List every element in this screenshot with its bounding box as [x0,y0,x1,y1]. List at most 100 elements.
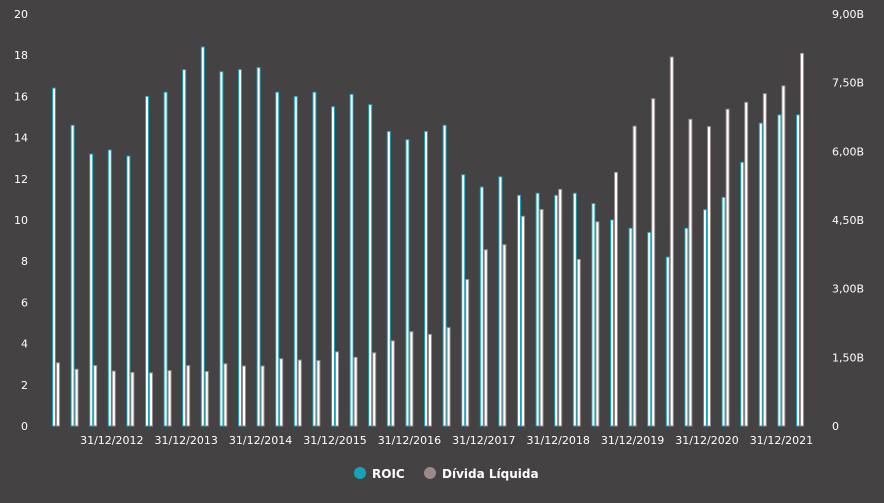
bar-roic[interactable] [107,149,112,427]
bar-divida-liquida[interactable] [167,370,172,427]
legend-item-divida-liquida[interactable]: Dívida Líquida [424,467,539,481]
bar-roic[interactable] [163,91,168,427]
bar-divida-liquida[interactable] [614,171,618,427]
bar-roic[interactable] [684,227,689,427]
bar-divida-liquida[interactable] [186,365,191,427]
bar-divida-liquida[interactable] [111,370,116,427]
bar-roic[interactable] [796,114,800,427]
bar-divida-liquida[interactable] [521,215,525,427]
bar-roic[interactable] [647,231,652,427]
bar-divida-liquida[interactable] [781,85,786,427]
bar-divida-liquida[interactable] [725,108,730,427]
bar-roic[interactable] [442,124,447,427]
x-axis: 31/12/2012 31/12/2013 31/12/2014 31/12/2015… [80,434,813,447]
bar-roic[interactable] [703,209,707,427]
legend-item-roic[interactable]: ROIC [354,467,405,481]
bar-roic[interactable] [572,192,577,427]
bar-roic[interactable] [89,153,94,427]
bar-roic[interactable] [758,122,763,427]
bar-roic[interactable] [479,186,484,427]
bar-divida-liquida[interactable] [390,340,395,427]
bar-roic[interactable] [126,155,131,427]
bar-divida-liquida[interactable] [242,365,246,427]
bar-roic[interactable] [275,91,280,427]
bar-roic[interactable] [312,91,317,427]
bar-roic[interactable] [740,161,745,427]
bar-roic[interactable] [405,139,410,427]
bar-roic[interactable] [591,203,596,427]
bar-roic[interactable] [219,71,224,427]
bar-roic[interactable] [517,194,521,427]
legend-marker-divida-liquida [424,467,436,479]
bar-divida-liquida[interactable] [632,125,637,427]
bar-divida-liquida[interactable] [651,98,656,427]
bar-divida-liquida[interactable] [204,371,209,427]
bar-divida-liquida[interactable] [483,249,488,427]
bar-divida-liquida[interactable] [539,208,544,427]
right-tick-label: 9,00B [832,8,864,21]
bar-roic[interactable] [293,95,298,427]
bar-divida-liquida[interactable] [762,93,767,427]
x-tick-label: 31/12/2018 [526,434,589,447]
bar-divida-liquida[interactable] [372,352,377,427]
bar-divida-liquida[interactable] [409,331,414,427]
bar-roic[interactable] [331,106,335,427]
bar-roic[interactable] [721,196,726,427]
bar-roic[interactable] [368,104,373,427]
bar-divida-liquida[interactable] [707,126,711,427]
x-tick-label: 31/12/2014 [229,434,292,447]
bar-roic[interactable] [498,176,503,427]
bar-divida-liquida[interactable] [335,351,339,427]
bar-divida-liquida[interactable] [223,363,228,427]
bar-roic[interactable] [628,227,633,427]
bar-roic[interactable] [70,124,75,427]
bar-divida-liquida[interactable] [316,360,321,427]
bar-roic[interactable] [554,194,559,427]
bar-roic[interactable] [777,114,782,427]
bar-roic[interactable] [424,130,428,427]
bar-divida-liquida[interactable] [279,358,284,427]
bar-divida-liquida[interactable] [744,101,749,427]
bar-roic[interactable] [349,93,354,427]
bar-roic[interactable] [461,174,466,427]
bar-divida-liquida[interactable] [669,56,674,427]
bar-roic[interactable] [145,95,149,427]
legend[interactable]: ROIC Dívida Líquida [354,467,539,481]
bar-roic[interactable] [535,192,540,427]
right-tick-label: 0 [832,420,839,433]
bar-divida-liquida[interactable] [130,371,135,427]
bar-roic[interactable] [182,69,187,427]
bar-divida-liquida[interactable] [56,362,60,427]
bar-roic[interactable] [238,69,242,427]
left-tick-label: 14 [14,132,28,145]
bar-roic[interactable] [665,256,670,427]
x-tick-label: 31/12/2012 [80,434,143,447]
left-tick-label: 6 [21,296,28,309]
bar-divida-liquida[interactable] [74,368,79,427]
right-y-axis: 0 1,50B 3,00B 4,50B 6,00B 7,50B 9,00B [832,8,864,433]
bars-layer [52,46,804,427]
bar-roic[interactable] [200,46,205,427]
bar-divida-liquida[interactable] [428,333,432,427]
bar-divida-liquida[interactable] [465,279,470,427]
bar-divida-liquida[interactable] [576,258,581,427]
bar-divida-liquida[interactable] [149,372,153,427]
bar-roic[interactable] [52,87,56,427]
bar-divida-liquida[interactable] [800,52,804,427]
bar-divida-liquida[interactable] [688,118,693,427]
left-tick-label: 20 [14,8,28,21]
bar-roic[interactable] [256,67,261,427]
right-tick-label: 4,50B [832,214,864,227]
bar-divida-liquida[interactable] [353,356,358,427]
bar-divida-liquida[interactable] [260,365,265,427]
bar-divida-liquida[interactable] [502,244,507,427]
bar-divida-liquida[interactable] [297,359,302,427]
bar-divida-liquida[interactable] [93,365,98,427]
bar-roic[interactable] [386,130,391,427]
bar-roic[interactable] [610,219,614,427]
bar-divida-liquida[interactable] [446,327,451,427]
bar-divida-liquida[interactable] [595,221,600,427]
bar-divida-liquida[interactable] [558,188,563,427]
